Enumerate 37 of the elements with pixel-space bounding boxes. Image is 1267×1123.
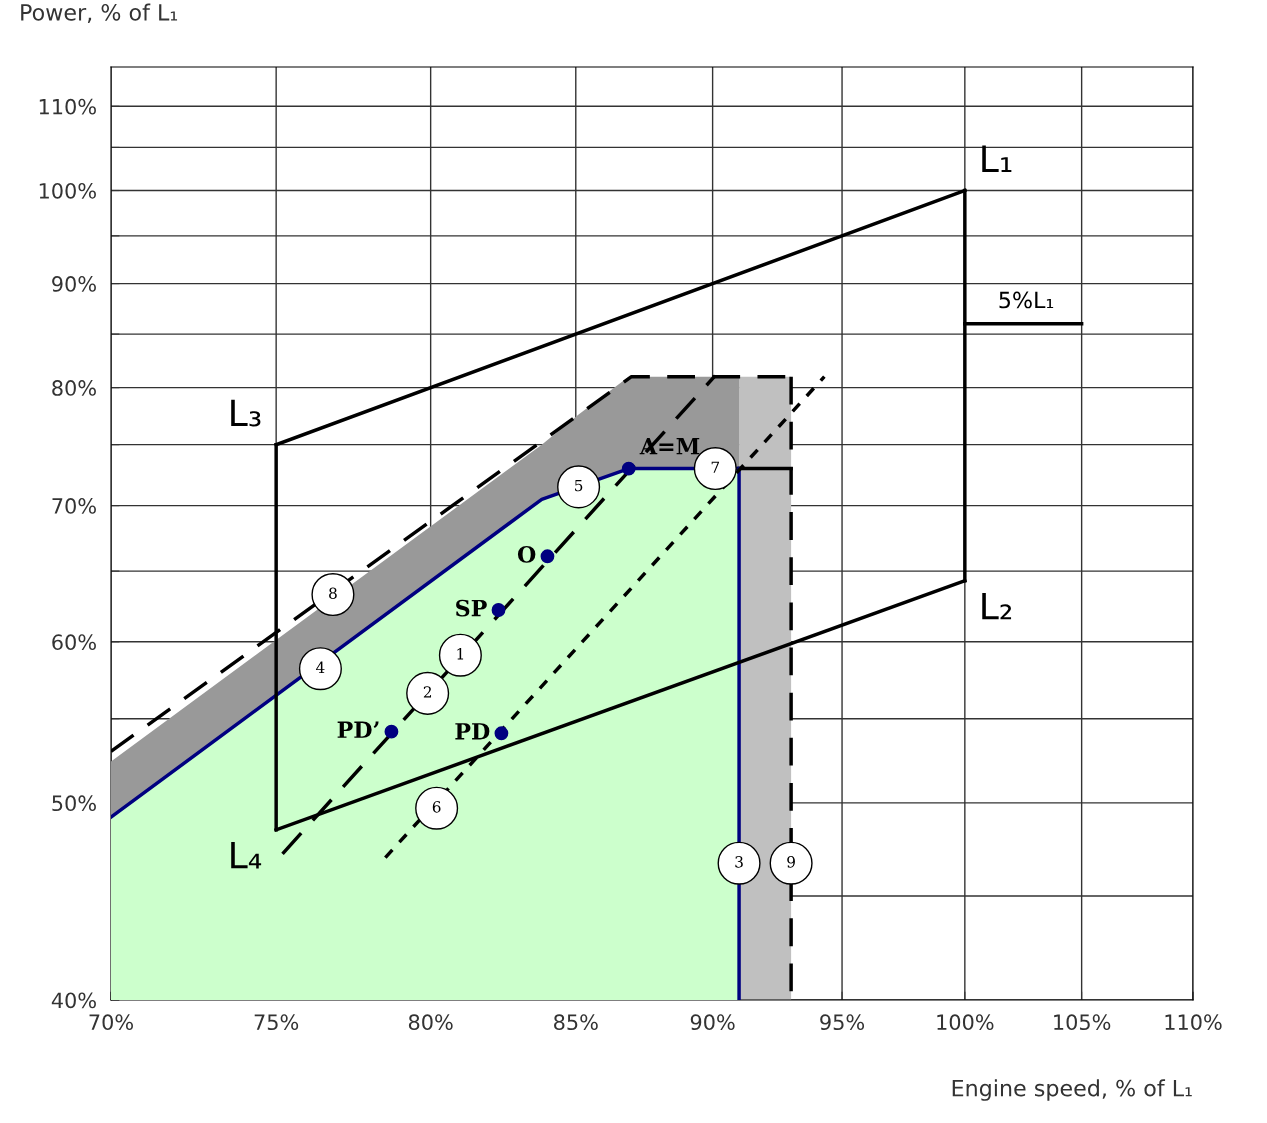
series-label: PD’ bbox=[337, 721, 379, 738]
annotation: L₃ bbox=[231, 399, 261, 427]
y-tick-label: 70% bbox=[52, 498, 96, 514]
y-tick-label: 60% bbox=[52, 634, 96, 651]
series-label: 6 bbox=[432, 801, 441, 813]
series-label: 5 bbox=[575, 479, 583, 492]
series-label: SP bbox=[456, 599, 487, 617]
y-tick-label: 40% bbox=[51, 992, 96, 1009]
x-tick-label: 90% bbox=[690, 1014, 735, 1031]
x-axis-title: Engine speed, % of L₁ bbox=[952, 1079, 1192, 1101]
x-tick-label: 110% bbox=[1165, 1014, 1222, 1031]
series-label: 7 bbox=[711, 461, 720, 473]
x-tick-label: 105% bbox=[1054, 1014, 1111, 1031]
series-label: 2 bbox=[423, 686, 432, 698]
x-tick-label: 80% bbox=[408, 1014, 453, 1031]
y-tick-label: 110% bbox=[39, 98, 96, 115]
series-label: PD bbox=[455, 723, 490, 740]
y-tick-label: 80% bbox=[52, 380, 96, 396]
series-label: 9 bbox=[787, 856, 795, 868]
annotation: L₂ bbox=[982, 592, 1012, 620]
x-tick-label: 95% bbox=[820, 1014, 865, 1031]
series-label: 3 bbox=[735, 856, 743, 868]
annotation: L₄ bbox=[231, 842, 262, 869]
series-label: 4 bbox=[316, 661, 325, 673]
series-label: 1 bbox=[457, 648, 464, 660]
series-label: O bbox=[517, 545, 536, 563]
x-tick-label: 85% bbox=[554, 1014, 598, 1031]
annotation: 5%L₁ bbox=[999, 291, 1054, 309]
annotation: L₁ bbox=[982, 145, 1012, 173]
series-label: 8 bbox=[329, 587, 337, 599]
x-tick-label: 100% bbox=[937, 1014, 994, 1031]
x-tick-label: 70% bbox=[89, 1014, 133, 1031]
y-tick-label: 50% bbox=[52, 795, 96, 812]
x-tick-label: 75% bbox=[254, 1014, 299, 1031]
y-tick-label: 100% bbox=[39, 182, 96, 199]
y-tick-label: 90% bbox=[52, 276, 96, 292]
y-axis-title: Power, % of L₁ bbox=[21, 3, 178, 24]
